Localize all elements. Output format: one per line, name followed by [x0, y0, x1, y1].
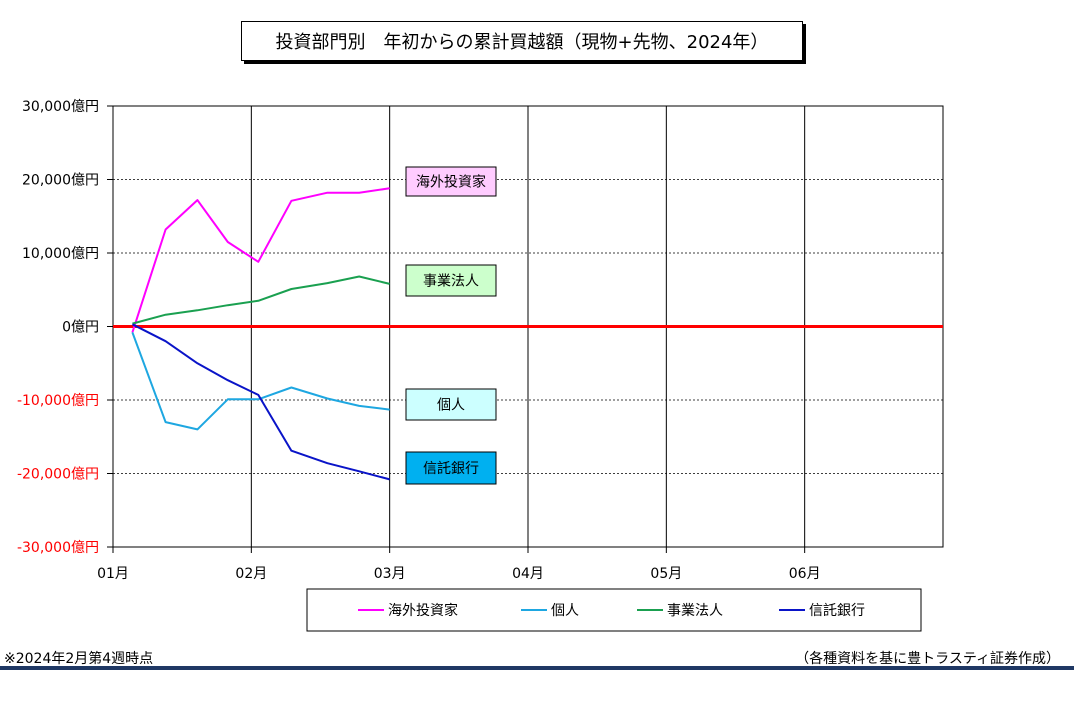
footnote-source: （各種資料を基に豊トラスティ証券作成）: [795, 651, 1060, 667]
series-label: 個人: [437, 398, 465, 414]
bottom-rule: [0, 666, 1074, 670]
series-label: 事業法人: [423, 274, 479, 290]
x-tick-label: 04月: [512, 566, 544, 582]
y-tick-label: -30,000億円: [17, 540, 99, 556]
x-tick-label: 06月: [789, 566, 821, 582]
chart-title: 投資部門別 年初からの累計買越額（現物+先物、2024年）: [241, 21, 803, 61]
y-tick-label: 0億円: [62, 320, 99, 336]
series-label-box: [405, 388, 497, 421]
series-label: 海外投資家: [416, 174, 486, 191]
legend: [306, 588, 922, 632]
y-tick-label: 30,000億円: [22, 99, 99, 115]
series-label-box: [405, 166, 497, 197]
footnote-date: ※2024年2月第4週時点: [4, 651, 154, 667]
x-tick-label: 05月: [650, 566, 682, 582]
legend-label: 事業法人: [667, 603, 723, 619]
series-label: 信託銀行: [423, 461, 479, 477]
y-tick-label: 20,000億円: [22, 173, 99, 189]
series-label-box: [405, 264, 497, 297]
y-tick-label: -10,000億円: [17, 393, 99, 409]
x-tick-label: 01月: [97, 566, 129, 582]
x-tick-label: 02月: [235, 566, 267, 582]
y-tick-label: 10,000億円: [22, 246, 99, 262]
x-tick-label: 03月: [374, 566, 406, 582]
legend-label: 個人: [551, 603, 579, 619]
series-label-box: [405, 451, 497, 485]
legend-label: 信託銀行: [809, 603, 865, 619]
legend-label: 海外投資家: [388, 602, 458, 619]
y-tick-label: -20,000億円: [17, 467, 99, 483]
